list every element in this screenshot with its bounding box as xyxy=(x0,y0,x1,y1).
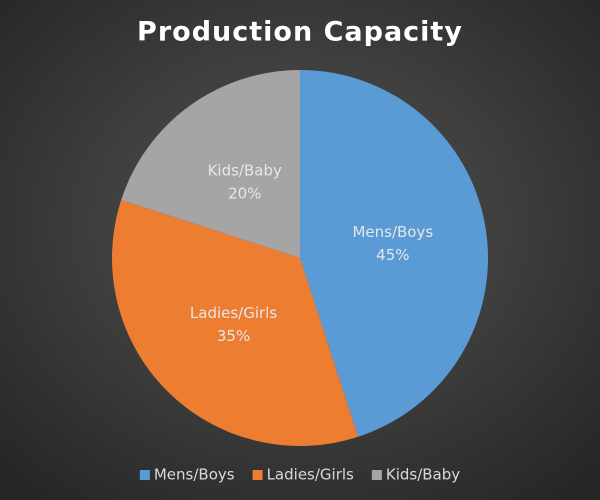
pie-slice xyxy=(300,70,488,437)
chart-title: Production Capacity xyxy=(137,17,463,48)
slice-value-label: 20% xyxy=(228,184,261,202)
legend-swatch xyxy=(252,470,263,480)
legend-swatch xyxy=(371,470,382,480)
pie-slice xyxy=(111,199,359,446)
slice-category-label: Kids/Baby xyxy=(208,161,282,179)
slice-category-label: Mens/Boys xyxy=(352,223,433,241)
slice-value-label: 45% xyxy=(376,246,409,264)
legend-label: Mens/Boys xyxy=(154,466,235,484)
legend-label: Kids/Baby xyxy=(386,466,460,484)
legend: Mens/Boys Ladies/Girls Kids/Baby xyxy=(139,466,460,484)
legend-swatch xyxy=(139,470,150,480)
slice-category-label: Ladies/Girls xyxy=(190,304,277,322)
legend-label: Ladies/Girls xyxy=(267,466,354,484)
pie-slice xyxy=(121,70,300,258)
slice-value-label: 35% xyxy=(217,327,250,345)
